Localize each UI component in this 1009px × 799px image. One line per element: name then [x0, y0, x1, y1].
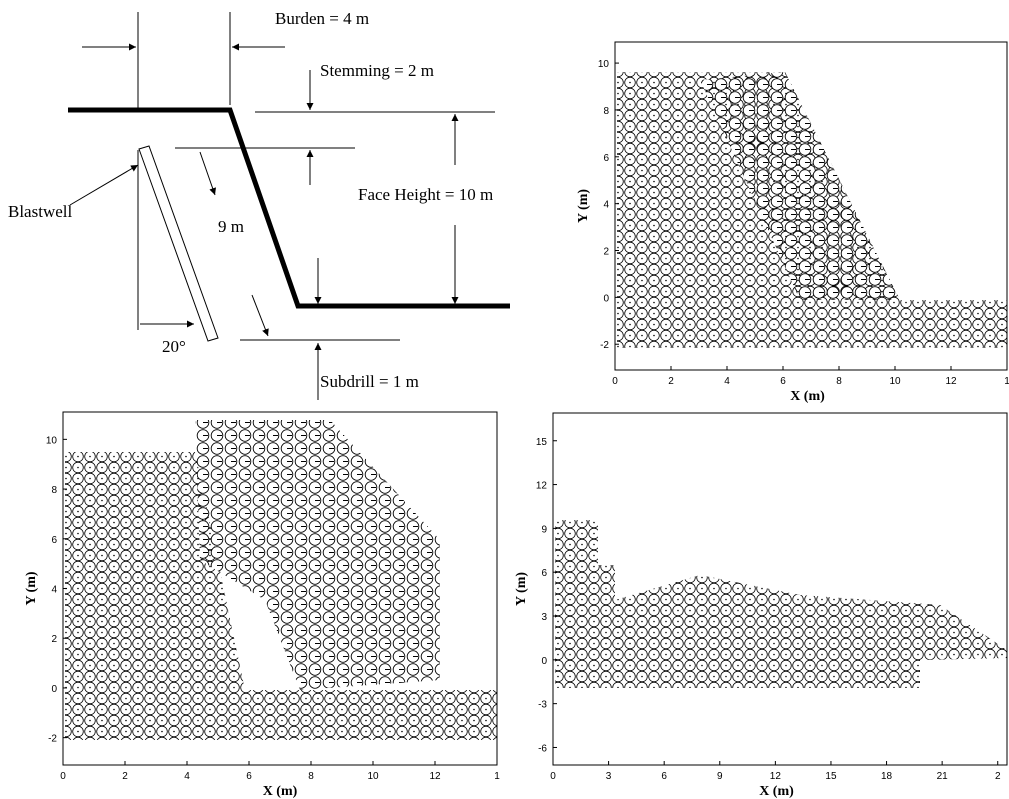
blastwell-label: Blastwell — [8, 202, 72, 221]
y-tick-label: 6 — [603, 153, 609, 164]
y-tick-label: 9 — [541, 524, 547, 535]
y-tick-label: 4 — [603, 200, 609, 211]
x-axis-label: X (m) — [759, 784, 794, 799]
x-tick-label: 4 — [724, 376, 730, 387]
y-tick-label: 6 — [51, 535, 57, 546]
x-tick-label: 8 — [836, 376, 842, 387]
x-tick-label: 21 — [937, 771, 949, 782]
x-tick-label: 8 — [308, 771, 314, 782]
x-tick-label: 6 — [246, 771, 252, 782]
x-axis-label: X (m) — [263, 784, 298, 799]
x-tick-label: 12 — [429, 771, 441, 782]
y-tick-label: 0 — [603, 293, 609, 304]
face-height-label: Face Height = 10 m — [358, 185, 493, 204]
x-tick-label: 1 — [494, 771, 500, 782]
x-tick-label: 2 — [995, 771, 1001, 782]
y-tick-label: 15 — [536, 437, 548, 448]
burden-label: Burden = 4 m — [275, 9, 369, 28]
y-tick-label: 10 — [598, 59, 610, 70]
x-tick-label: 1 — [1004, 376, 1009, 387]
x-tick-label: 0 — [550, 771, 556, 782]
arrow — [252, 295, 268, 336]
subdrill-label: Subdrill = 1 m — [320, 372, 419, 391]
particles — [555, 520, 1007, 688]
y-tick-label: 4 — [51, 585, 57, 596]
y-tick-label: 3 — [541, 612, 547, 623]
figure: Burden = 4 m Stemming = 2 m Face Height … — [0, 0, 1009, 799]
y-tick-label: 6 — [541, 568, 547, 579]
y-tick-label: 12 — [536, 481, 548, 492]
y-tick-label: 10 — [46, 435, 58, 446]
x-tick-label: 0 — [612, 376, 618, 387]
y-tick-label: -6 — [538, 743, 547, 754]
y-tick-label: 2 — [603, 247, 609, 258]
x-tick-label: 10 — [367, 771, 379, 782]
x-tick-label: 12 — [770, 771, 782, 782]
y-tick-label: 0 — [51, 684, 57, 695]
y-tick-label: -2 — [600, 340, 609, 351]
plot-frame — [553, 413, 1007, 765]
x-tick-label: 15 — [825, 771, 837, 782]
y-tick-label: -3 — [538, 700, 547, 711]
x-tick-label: 4 — [184, 771, 190, 782]
x-tick-label: 18 — [881, 771, 893, 782]
x-tick-label: 12 — [945, 376, 957, 387]
y-tick-label: 8 — [603, 106, 609, 117]
hole-length-label: 9 m — [218, 217, 244, 236]
y-axis-label: Y (m) — [576, 189, 591, 223]
x-axis-label: X (m) — [790, 389, 825, 404]
bench-profile — [68, 110, 510, 306]
y-axis-label: Y (m) — [514, 572, 529, 606]
x-tick-label: 9 — [717, 771, 723, 782]
y-axis-label: Y (m) — [24, 571, 39, 605]
x-tick-label: 3 — [606, 771, 612, 782]
x-tick-label: 10 — [889, 376, 901, 387]
y-tick-label: 8 — [51, 485, 57, 496]
stemming-label: Stemming = 2 m — [320, 61, 434, 80]
blast-diagram: Burden = 4 m Stemming = 2 m Face Height … — [8, 9, 510, 400]
y-tick-label: -2 — [48, 734, 57, 745]
arrow — [200, 152, 215, 195]
x-tick-label: 6 — [661, 771, 667, 782]
x-tick-label: 6 — [780, 376, 786, 387]
x-tick-label: 0 — [60, 771, 66, 782]
blastwell-hole — [139, 146, 218, 341]
y-tick-label: 2 — [51, 634, 57, 645]
arrow — [70, 165, 138, 205]
x-tick-label: 2 — [122, 771, 128, 782]
x-tick-label: 2 — [668, 376, 674, 387]
y-tick-label: 0 — [541, 656, 547, 667]
angle-label: 20° — [162, 337, 186, 356]
